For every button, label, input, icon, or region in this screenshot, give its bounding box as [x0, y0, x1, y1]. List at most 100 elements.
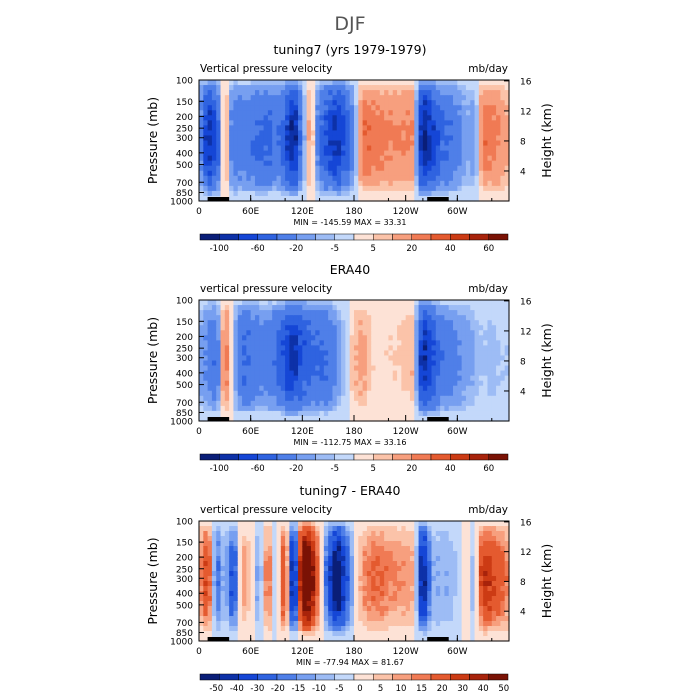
- field-cell: [199, 355, 204, 362]
- field-cell: [293, 631, 299, 637]
- field-cell: [401, 170, 407, 177]
- field-cell: [405, 105, 411, 111]
- field-cell: [328, 581, 334, 587]
- field-cell: [211, 355, 217, 362]
- field-cell: [427, 175, 433, 182]
- field-cell: [397, 385, 402, 392]
- field-cell: [306, 561, 312, 567]
- field-cell: [207, 370, 213, 377]
- field-cell: [310, 405, 316, 412]
- field-cell: [237, 130, 243, 137]
- field-cell: [306, 170, 312, 177]
- field-cell: [302, 561, 308, 567]
- field-cell: [341, 180, 346, 187]
- field-cell: [242, 576, 247, 582]
- field-cell: [237, 175, 243, 182]
- field-cell: [233, 400, 239, 407]
- field-cell: [371, 415, 377, 422]
- field-cell: [470, 120, 476, 126]
- field-cell: [371, 566, 377, 572]
- field-cell: [401, 405, 407, 412]
- field-cell: [366, 350, 372, 357]
- field-cell: [440, 556, 446, 562]
- field-cell: [487, 90, 493, 96]
- field-cell: [216, 160, 222, 167]
- field-cell: [409, 546, 415, 552]
- field-cell: [384, 390, 390, 397]
- field-cell: [401, 556, 407, 562]
- field-cell: [418, 390, 424, 397]
- field-cell: [397, 551, 402, 557]
- field-cell: [298, 611, 303, 617]
- field-cell: [409, 400, 415, 407]
- field-cell: [427, 110, 433, 116]
- field-cell: [444, 330, 450, 336]
- field-cell: [418, 345, 424, 352]
- field-cell: [319, 375, 325, 382]
- field-cell: [388, 130, 394, 137]
- field-cell: [289, 115, 295, 121]
- field-cell: [444, 300, 450, 306]
- field-cell: [250, 90, 256, 96]
- field-cell: [448, 105, 454, 111]
- field-cell: [285, 100, 291, 106]
- field-cell: [453, 370, 458, 377]
- field-cell: [229, 355, 235, 362]
- field-cell: [422, 355, 428, 362]
- field-cell: [366, 325, 372, 331]
- field-cell: [276, 100, 282, 106]
- field-cell: [487, 315, 493, 321]
- field-cell: [397, 160, 402, 167]
- field-cell: [354, 115, 359, 121]
- field-cell: [341, 521, 346, 527]
- field-cell: [310, 195, 316, 202]
- field-cell: [263, 170, 269, 177]
- field-cell: [431, 541, 437, 547]
- field-cell: [349, 626, 355, 632]
- field-cell: [263, 330, 269, 336]
- field-cell: [418, 616, 424, 622]
- field-cell: [418, 405, 424, 412]
- field-cell: [328, 325, 334, 331]
- field-cell: [483, 360, 489, 367]
- field-cell: [276, 596, 282, 602]
- field-cell: [405, 180, 411, 187]
- field-cell: [362, 185, 368, 192]
- field-cell: [431, 631, 437, 637]
- field-cell: [414, 626, 420, 632]
- field-cell: [315, 556, 321, 562]
- field-cell: [216, 90, 222, 96]
- field-cell: [366, 315, 372, 321]
- field-cell: [483, 340, 489, 346]
- field-cell: [280, 130, 286, 137]
- field-cell: [310, 626, 316, 632]
- field-cell: [199, 596, 204, 602]
- field-cell: [233, 150, 239, 157]
- field-cell: [375, 616, 381, 622]
- field-cell: [409, 526, 415, 532]
- field-cell: [397, 526, 402, 532]
- field-cell: [453, 325, 458, 331]
- field-cell: [289, 385, 295, 392]
- field-cell: [289, 340, 295, 346]
- field-cell: [336, 556, 342, 562]
- field-cell: [418, 606, 424, 612]
- field-cell: [379, 591, 385, 597]
- field-cell: [453, 320, 458, 326]
- field-cell: [272, 415, 278, 422]
- field-cell: [504, 340, 510, 346]
- field-cell: [203, 596, 209, 602]
- field-cell: [293, 536, 299, 542]
- field-cell: [224, 100, 230, 106]
- field-cell: [319, 80, 325, 86]
- field-cell: [427, 320, 433, 326]
- field-cell: [349, 315, 355, 321]
- field-cell: [470, 80, 476, 86]
- field-cell: [293, 135, 299, 142]
- field-cell: [224, 130, 230, 137]
- field-cell: [401, 586, 407, 592]
- field-cell: [418, 385, 424, 392]
- field-cell: [401, 150, 407, 157]
- field-cell: [478, 85, 484, 91]
- field-cell: [289, 395, 295, 402]
